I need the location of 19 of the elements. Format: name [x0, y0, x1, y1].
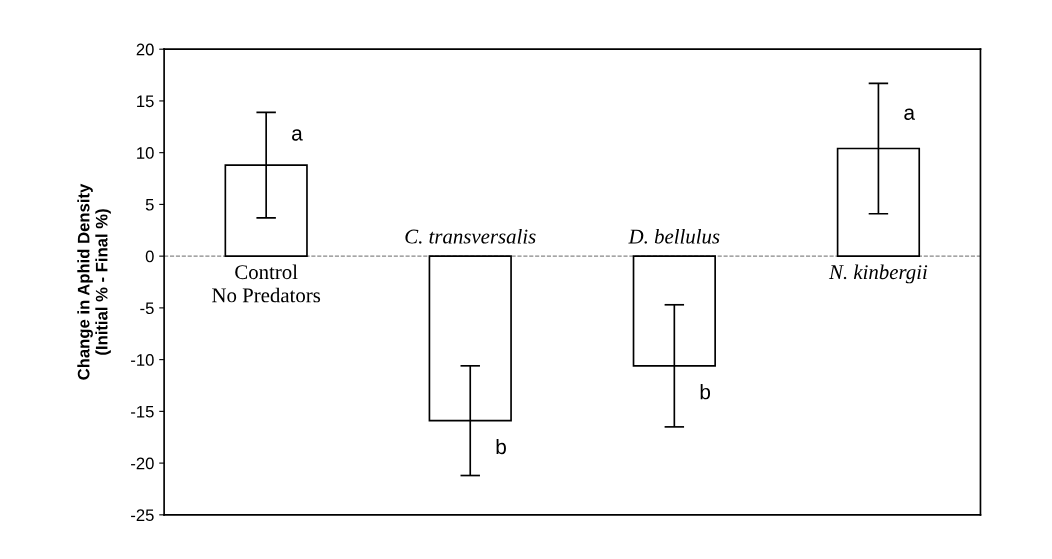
y-tick-label: 10: [137, 147, 154, 159]
y-tick-label: 5: [145, 198, 154, 211]
y-tick-label: 0: [145, 250, 154, 263]
y-tick-label: -5: [140, 302, 154, 315]
x-tick-label: C. transversalis: [405, 228, 536, 244]
y-tick-label: -20: [131, 457, 154, 470]
annotation: b: [496, 438, 506, 455]
y-tick-label: 20: [136, 43, 154, 56]
annotation: a: [904, 108, 916, 120]
y-tick-label: -10: [131, 354, 154, 366]
y-tick-label: -15: [131, 405, 154, 418]
annotation: a: [292, 129, 303, 141]
annotation: b: [700, 384, 711, 400]
x-tick-label: D. bellulus: [628, 228, 720, 244]
y-axis-title: Change in Aphid Density (Initial % - Final %): [77, 183, 111, 380]
x-tick-label: N. kinbergii: [828, 264, 928, 284]
y-tick-label: -25: [131, 509, 154, 522]
x-tick-label: Control No Predators: [212, 264, 321, 303]
y-tick-label: 15: [137, 95, 154, 108]
